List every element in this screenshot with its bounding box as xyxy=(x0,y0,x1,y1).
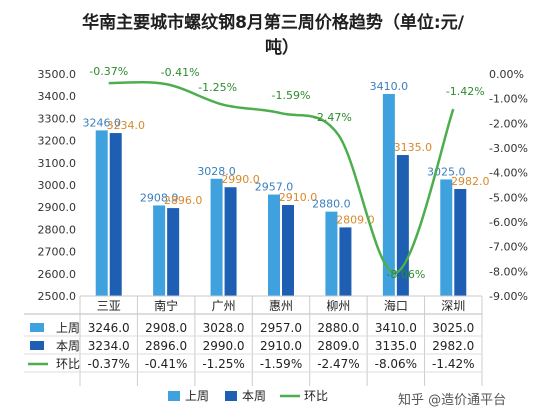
table-category-header: 惠州 xyxy=(269,299,293,313)
table-cell: 3410.0 xyxy=(375,321,417,335)
table-cell: 2990.0 xyxy=(203,339,245,353)
table-cell: -0.41% xyxy=(145,357,187,371)
left-axis-tick: 2600.0 xyxy=(38,268,77,281)
table-category-header: 柳州 xyxy=(326,299,350,313)
table-cell: 3246.0 xyxy=(88,321,130,335)
bar-label-prev-week: 2957.0 xyxy=(255,181,294,194)
bar-label-prev-week: 3246.0 xyxy=(82,116,121,129)
table-cell: 3025.0 xyxy=(432,321,474,335)
right-axis-tick: -7.00% xyxy=(489,241,528,254)
table-cell: 3135.0 xyxy=(375,339,417,353)
bar-prev-week xyxy=(268,194,280,296)
table-category-header: 深圳 xyxy=(441,299,465,313)
bar-label-this-week: 2990.0 xyxy=(221,173,260,186)
bar-label-prev-week: 3028.0 xyxy=(197,165,236,178)
left-axis-tick: 2800.0 xyxy=(38,223,77,236)
bar-label-prev-week: 3410.0 xyxy=(370,80,409,93)
right-axis-tick: -1.00% xyxy=(489,93,528,106)
table-cell: 2880.0 xyxy=(317,321,359,335)
line-point-label: -1.25% xyxy=(198,81,237,94)
right-axis-tick: -5.00% xyxy=(489,191,528,204)
bar-this-week xyxy=(454,188,467,296)
right-axis-tick: -2.00% xyxy=(489,117,528,130)
bar-prev-week xyxy=(325,211,338,296)
table-cell: -0.37% xyxy=(87,357,129,371)
bar-this-week xyxy=(224,187,237,296)
line-point-label: -1.42% xyxy=(446,85,485,98)
left-axis-tick: 2700.0 xyxy=(38,246,77,259)
line-mom-change xyxy=(108,81,455,275)
bar-label-this-week: 2809.0 xyxy=(336,213,375,226)
table-cell: 3234.0 xyxy=(88,339,130,353)
right-axis-tick: -3.00% xyxy=(489,142,528,155)
right-axis-tick: 0.00% xyxy=(489,68,524,81)
table-cell: 2809.0 xyxy=(317,339,359,353)
chart-title-line2: 吨） xyxy=(265,37,299,58)
table-row-label: 环比 xyxy=(56,357,80,371)
line-point-label: -1.59% xyxy=(272,89,311,102)
legend-label: 环比 xyxy=(304,389,328,403)
bar-prev-week xyxy=(382,93,395,296)
zhihu-watermark: 知乎 @造价通平台 xyxy=(398,392,506,408)
bar-this-week xyxy=(109,133,122,296)
right-axis-tick: -9.00% xyxy=(489,290,528,303)
right-axis-tick: -4.00% xyxy=(489,167,528,180)
table-category-header: 三亚 xyxy=(97,299,121,313)
left-axis-tick: 3100.0 xyxy=(38,157,77,170)
bar-label-this-week: 3135.0 xyxy=(394,141,433,154)
table-cell: 2982.0 xyxy=(432,339,474,353)
bar-label-this-week: 3234.0 xyxy=(106,119,145,132)
bar-label-prev-week: 2880.0 xyxy=(312,198,351,211)
table-cell: 3028.0 xyxy=(203,321,245,335)
line-point-label: -2.47% xyxy=(313,111,352,124)
chart-title-line1: 华南主要城市螺纹钢8月第三周价格趋势（单位:元/ xyxy=(82,12,465,33)
right-axis-tick: -6.00% xyxy=(489,216,528,229)
table-cell: 2908.0 xyxy=(145,321,187,335)
line-point-label: -8.06% xyxy=(386,268,425,281)
left-axis-tick: 3200.0 xyxy=(38,135,77,148)
bar-prev-week xyxy=(153,205,166,296)
table-cell: -8.06% xyxy=(375,357,417,371)
bar-prev-week xyxy=(95,130,108,296)
left-axis-tick: 2900.0 xyxy=(38,201,77,214)
table-row-label: 本周 xyxy=(56,339,80,353)
table-cell: 2957.0 xyxy=(260,321,302,335)
table-cell: -1.59% xyxy=(260,357,302,371)
table-cell: 2896.0 xyxy=(145,339,187,353)
right-axis-tick: -8.00% xyxy=(489,265,528,278)
table-cell: 2910.0 xyxy=(260,339,302,353)
legend-swatch-cur xyxy=(225,391,237,401)
legend-label: 上周 xyxy=(185,389,209,403)
table-row-label: 上周 xyxy=(56,321,80,335)
bar-this-week xyxy=(167,208,180,296)
bar-label-this-week: 2982.0 xyxy=(451,175,490,188)
line-point-label: -0.41% xyxy=(161,66,200,79)
table-cell: -2.47% xyxy=(317,357,359,371)
table-cell: -1.25% xyxy=(202,357,244,371)
table-legend-swatch xyxy=(30,341,44,350)
line-point-label: -0.37% xyxy=(89,65,128,78)
bar-label-prev-week: 2908.0 xyxy=(140,191,179,204)
legend-swatch-prev xyxy=(168,391,180,401)
bar-this-week xyxy=(282,204,294,296)
bar-prev-week xyxy=(210,178,223,296)
table-category-header: 广州 xyxy=(212,299,236,313)
left-axis-tick: 3000.0 xyxy=(38,179,77,192)
table-category-header: 南宁 xyxy=(154,298,178,313)
bar-prev-week xyxy=(440,179,453,296)
table-cell: -1.42% xyxy=(432,357,474,371)
left-axis-tick: 2500.0 xyxy=(38,290,77,303)
table-category-header: 海口 xyxy=(384,298,408,313)
left-axis-tick: 3300.0 xyxy=(38,112,77,125)
left-axis-tick: 3400.0 xyxy=(38,90,77,103)
bar-label-this-week: 2896.0 xyxy=(164,194,203,207)
bar-label-this-week: 2910.0 xyxy=(279,191,318,204)
bar-this-week xyxy=(339,227,352,296)
left-axis-tick: 3500.0 xyxy=(38,68,77,81)
table-legend-swatch xyxy=(30,323,44,332)
legend-label: 本周 xyxy=(242,389,266,403)
